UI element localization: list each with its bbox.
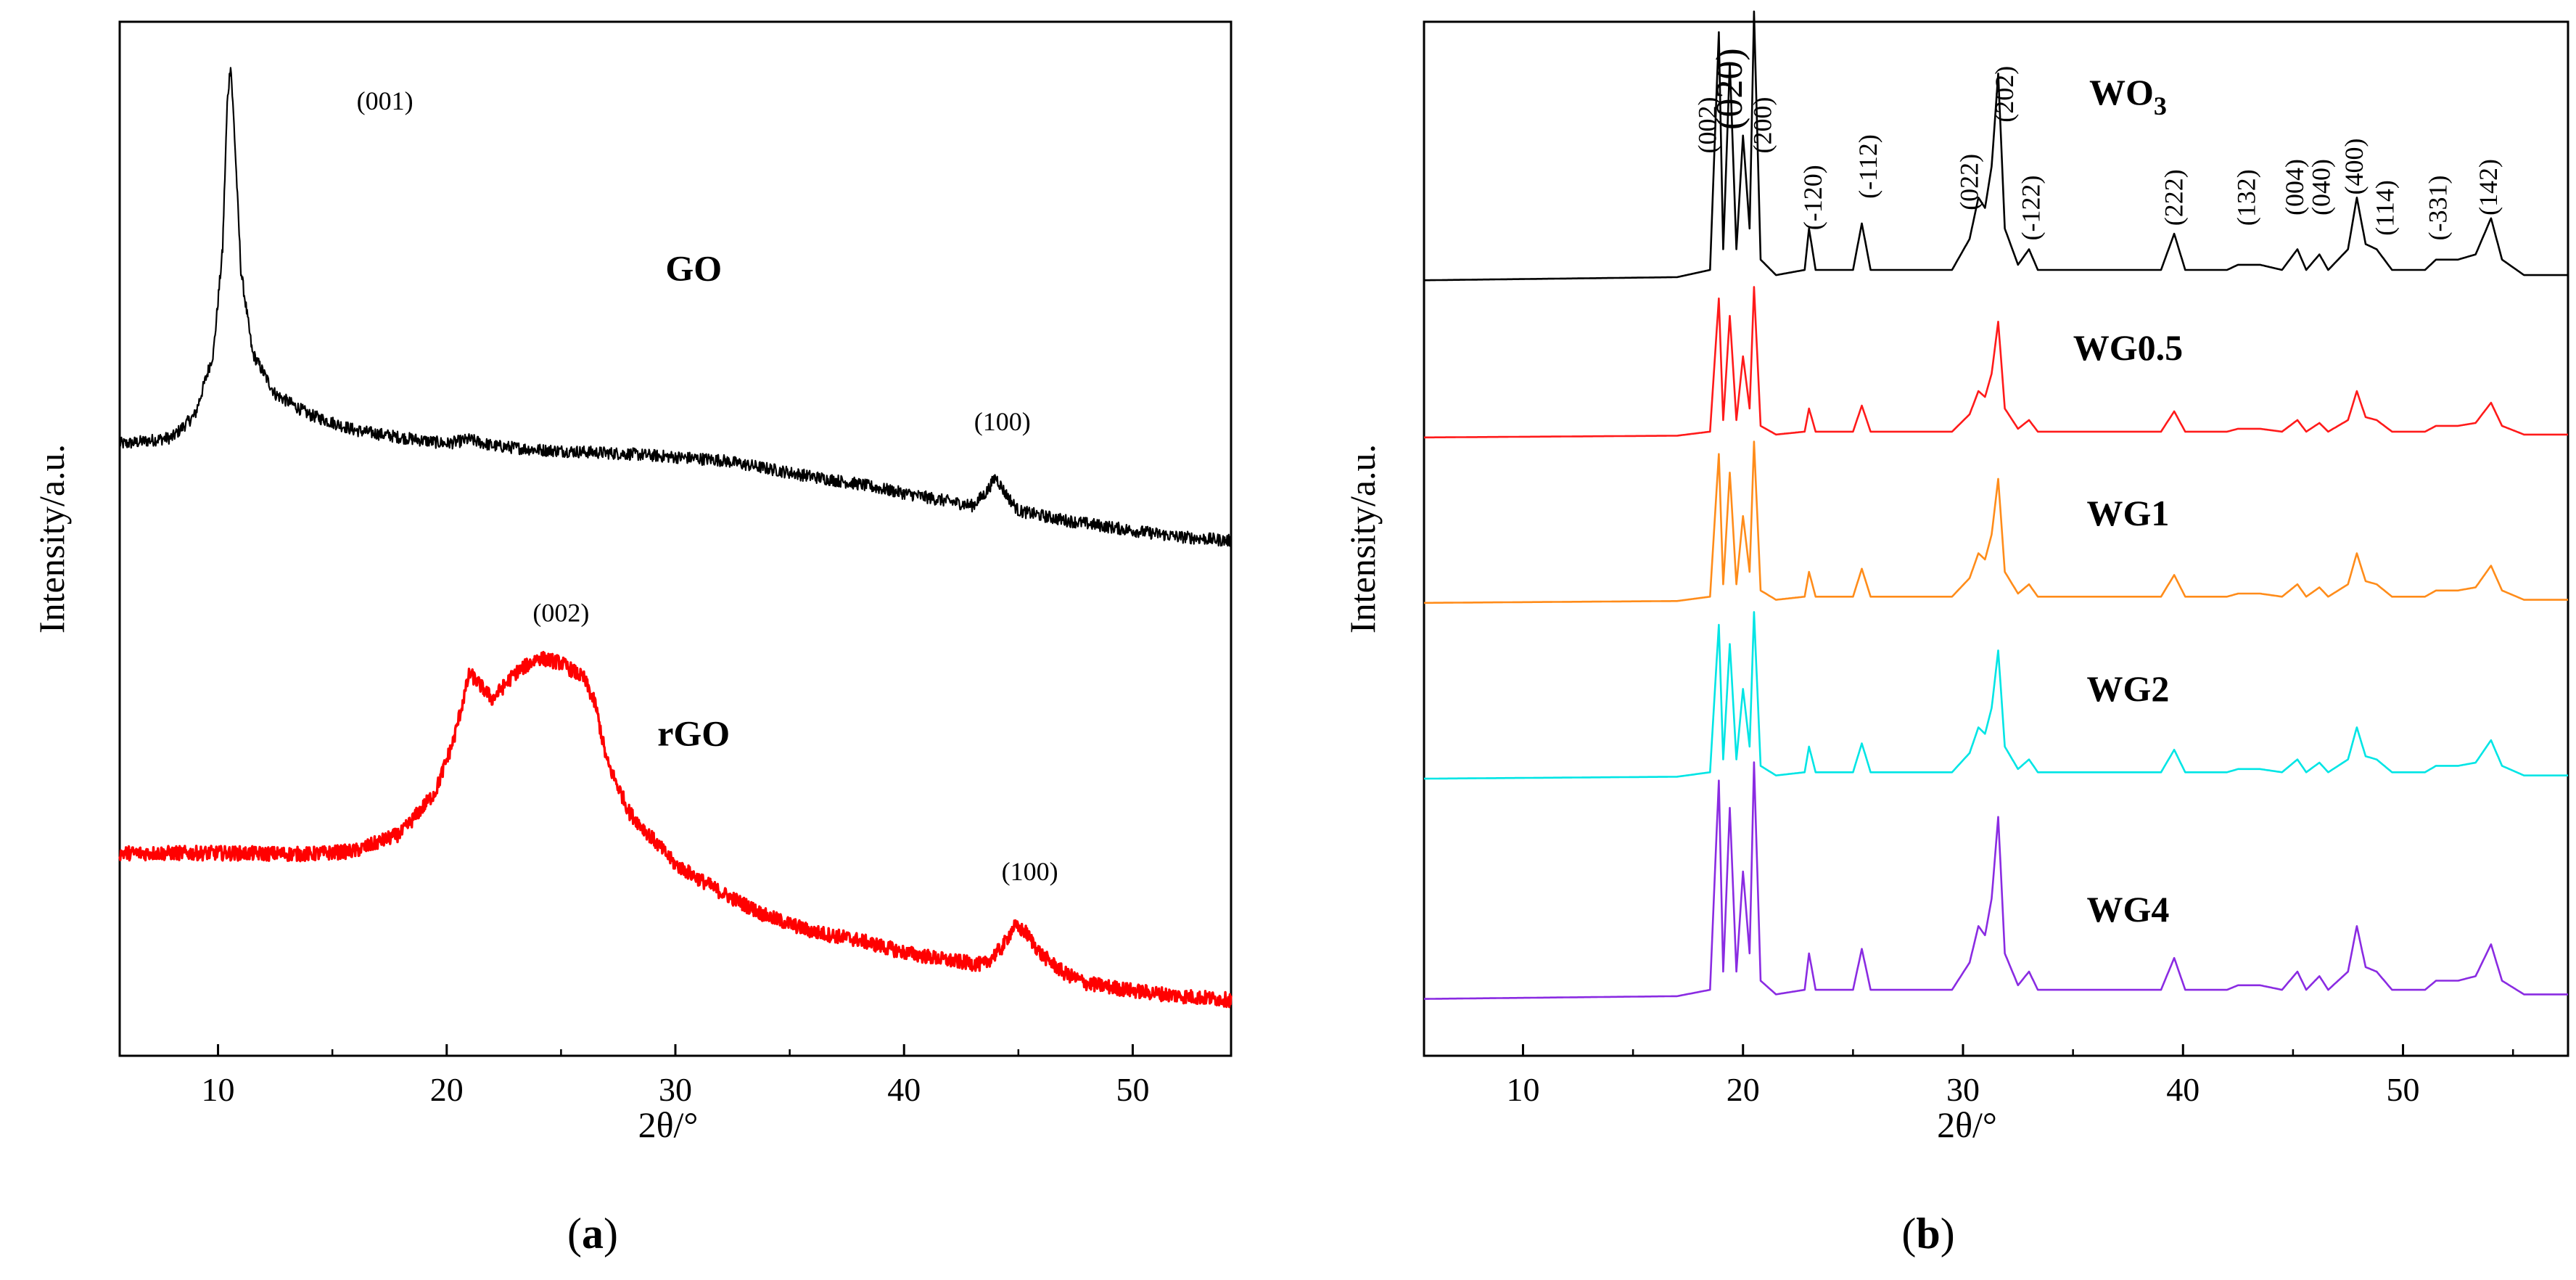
panel-a-x-tick-label: 40 xyxy=(887,1071,921,1108)
panel-b-peak-label: (020) xyxy=(1709,48,1750,130)
panel-a-x-tick-label: 50 xyxy=(1116,1071,1149,1108)
panel-a-plot-frame xyxy=(118,20,1233,1057)
panel-a-caption: (a) xyxy=(567,1210,618,1258)
panel-b-peak-label: (-122) xyxy=(2016,176,2045,241)
panel-b-peak-label: (022) xyxy=(1954,154,1983,210)
panel-b-peak-label: (142) xyxy=(2474,159,2503,216)
panel-b-peak-label: (222) xyxy=(2159,169,2188,226)
panel-b-caption: (b) xyxy=(1901,1210,1954,1258)
panel-b-x-axis-label: 2θ/° xyxy=(1937,1104,1997,1145)
panel-b-peak-label: (200) xyxy=(1748,97,1777,154)
panel-b-x-tick-label: 20 xyxy=(1727,1071,1760,1108)
panel-b-peak-label: (400) xyxy=(2340,139,2369,195)
panel-b-peak-label: (114) xyxy=(2371,180,2400,236)
panel-a-series-GO-line xyxy=(118,67,1233,547)
panel-b-series-label: WG0.5 xyxy=(2073,327,2183,368)
panel-a-x-tick-label: 10 xyxy=(202,1071,235,1108)
panel-b-series-label: WG1 xyxy=(2087,493,2170,533)
panel-b-chart: 10 20 30 40 50 2θ/° Intensity/a.u. (b) WO3 WG0.5 W… xyxy=(1342,10,2569,1258)
panel-b-series-label-main: WO xyxy=(2089,72,2154,112)
panel-b-peak-label: (132) xyxy=(2232,169,2261,226)
panel-b-series-label-main: WG0.5 xyxy=(2073,327,2183,368)
panel-a-caption-letter: a xyxy=(582,1210,604,1258)
panel-b-x-tick-label: 50 xyxy=(2387,1071,2420,1108)
panel-a-peak-label: (001) xyxy=(357,86,413,115)
panel-b-series-label: WG4 xyxy=(2087,889,2170,930)
panel-b-series-label: WO3 xyxy=(2089,72,2167,120)
panel-a-peak-label: (002) xyxy=(532,599,589,628)
panel-b-peak-label: (202) xyxy=(1990,66,2019,123)
panel-b-x-tick-label: 40 xyxy=(2166,1071,2200,1108)
panel-b-series-WG0.5-line xyxy=(1423,286,2568,439)
panel-a-chart: 10 20 30 40 50 2θ/° Intensity/a.u. (a) GO rGO (001… xyxy=(31,20,1233,1258)
panel-b-peak-label: (040) xyxy=(2307,159,2336,216)
panel-a-x-tick-label: 30 xyxy=(659,1071,692,1108)
panel-b-peak-label: (-331) xyxy=(2423,176,2452,241)
panel-b-y-axis-label: Intensity/a.u. xyxy=(1342,444,1383,633)
panel-b-series-WG1-line xyxy=(1423,440,2568,604)
panel-a-caption-close: ) xyxy=(604,1210,618,1258)
panel-b-series-label: WG2 xyxy=(2087,668,2170,709)
panel-b-peak-label: (-112) xyxy=(1853,134,1882,199)
panel-b-caption-letter: b xyxy=(1916,1210,1940,1258)
panel-a-caption-open: ( xyxy=(567,1210,582,1258)
panel-b-caption-close: ) xyxy=(1941,1210,1955,1258)
panel-b-series-label-main: WG4 xyxy=(2087,889,2170,930)
panel-b-peak-label: (004) xyxy=(2280,159,2309,216)
panel-a-series-label: rGO xyxy=(657,713,730,754)
panel-b-series-WG4-line xyxy=(1424,761,2568,1000)
panel-b-series-label-main: WG2 xyxy=(2087,668,2170,709)
panel-b-x-tick-label: 10 xyxy=(1506,1071,1539,1108)
panel-b-caption-open: ( xyxy=(1901,1210,1916,1258)
panel-b-x-tick-label: 30 xyxy=(1946,1071,1980,1108)
panel-b-peak-label: (-120) xyxy=(1798,165,1827,230)
panel-b-plot-frame xyxy=(1423,20,2569,1057)
panel-a-series-rGO-line xyxy=(118,651,1233,1009)
panel-a-peak-label: (100) xyxy=(974,407,1031,436)
panel-a-y-axis-label: Intensity/a.u. xyxy=(31,444,72,633)
panel-a-x-tick-label: 20 xyxy=(430,1071,464,1108)
panel-b-series-label-subscript: 3 xyxy=(2154,91,2167,120)
panel-b-series-WG2-line xyxy=(1424,611,2568,780)
panel-b-series-WO3-line xyxy=(1423,10,2568,282)
panel-b-series-label-main: WG1 xyxy=(2087,493,2170,533)
panel-a-x-axis-label: 2θ/° xyxy=(638,1104,699,1145)
panel-a-peak-label: (100) xyxy=(1002,857,1058,886)
panel-b-peak-label: (002) xyxy=(1693,97,1722,154)
panel-a-series-label: GO xyxy=(665,247,722,288)
